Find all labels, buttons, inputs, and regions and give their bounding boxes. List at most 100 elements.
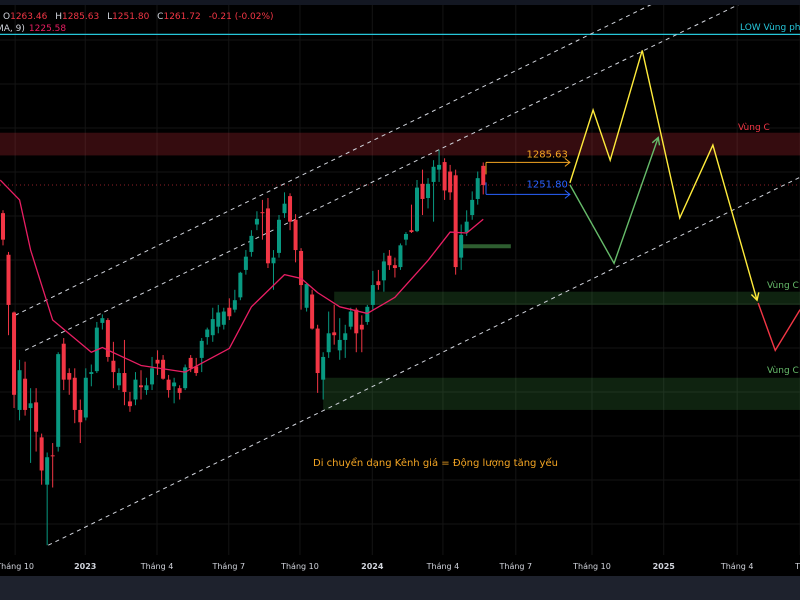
candle: [442, 158, 447, 200]
candle-body: [116, 373, 121, 386]
x-tick-label: Tháng 4: [426, 562, 460, 571]
candle-body: [448, 171, 453, 193]
candle: [426, 178, 431, 209]
candle: [398, 243, 403, 270]
x-tick-label: Tháng 7: [498, 562, 532, 571]
candle-body: [144, 385, 149, 391]
arrow-head-icon: [564, 190, 571, 199]
high-label: H: [55, 12, 62, 22]
candle: [431, 160, 436, 222]
x-tick-label: 2023: [74, 562, 96, 571]
candle: [254, 211, 259, 231]
candle-body: [464, 221, 469, 233]
support-zone-2-label: Vùng C: [767, 366, 799, 376]
candle: [475, 171, 480, 205]
support-zone-1-label: Vùng C: [767, 281, 799, 291]
candle-body: [34, 402, 39, 432]
candle-body: [304, 284, 309, 308]
candle: [464, 210, 469, 236]
candle: [470, 191, 475, 220]
x-tick-label: Tháng 4: [140, 562, 174, 571]
candle: [144, 377, 149, 395]
candle: [337, 318, 342, 360]
candle: [381, 252, 386, 292]
x-tick-label: Tháng 7: [211, 562, 245, 571]
ma-legend: MA, 9)1225.58: [0, 24, 66, 34]
candle: [210, 307, 215, 342]
candle-body: [232, 300, 237, 310]
candle: [232, 289, 237, 313]
candle-body: [127, 401, 132, 407]
level-arrow-label: 1285.63: [527, 149, 568, 160]
green-scenario-path: [569, 137, 659, 265]
candle-body: [210, 319, 215, 336]
candle: [23, 361, 28, 416]
close-label: C: [157, 12, 164, 22]
candle-body: [370, 285, 375, 305]
resistance-zone: [0, 132, 800, 156]
candle-body: [166, 379, 171, 391]
candle: [315, 324, 320, 393]
x-tick-label: Th: [794, 562, 800, 571]
x-tick-label: Tháng 10: [572, 562, 611, 571]
candle: [105, 318, 110, 362]
candle: [67, 368, 72, 395]
candle-body: [387, 255, 392, 266]
ohlc-legend: O1263.46 H1285.63 L1251.80 C1261.72 -0.2…: [3, 12, 279, 22]
candle: [17, 359, 22, 421]
candle: [50, 443, 55, 488]
candle: [376, 269, 381, 290]
candle: [205, 327, 210, 345]
arrow-head-icon: [651, 136, 661, 146]
candle: [83, 368, 88, 421]
red-scenario-path: [757, 302, 800, 352]
candle-body: [172, 382, 177, 387]
candle-body: [381, 261, 386, 281]
candle: [78, 399, 83, 444]
candle-body: [83, 377, 88, 418]
open-label: O: [3, 12, 11, 22]
candle: [89, 364, 94, 387]
candle-body: [365, 306, 370, 322]
low-zone-label: LOW Vùng ph: [740, 23, 800, 33]
candle: [293, 214, 298, 263]
candle: [437, 149, 442, 182]
candle: [265, 198, 270, 269]
high-value: 1285.63: [61, 12, 100, 22]
candle-body: [45, 457, 50, 485]
candle-body: [293, 219, 298, 251]
candle: [453, 169, 458, 275]
candle: [243, 250, 248, 275]
candle-body: [133, 379, 138, 400]
ma-label: MA, 9): [0, 24, 25, 34]
candle: [39, 433, 44, 485]
candle-body: [205, 329, 210, 338]
candle-body: [194, 366, 199, 374]
candle: [177, 385, 182, 400]
candle-body: [111, 360, 116, 373]
candle-body: [78, 409, 83, 423]
candle: [12, 311, 17, 409]
resistance-zone-label: Vùng C: [738, 123, 770, 133]
candle: [172, 377, 177, 404]
x-tick-label: 2024: [361, 562, 384, 571]
ma-line: [0, 179, 484, 373]
close-value: 1261.72: [163, 12, 201, 22]
candle: [116, 368, 121, 391]
candle-body: [50, 455, 55, 457]
x-tick-label: Tháng 10: [0, 562, 34, 571]
candle: [133, 372, 138, 406]
candle-body: [89, 372, 94, 374]
candle-body: [183, 367, 188, 389]
candle: [332, 304, 337, 345]
candle: [161, 355, 166, 380]
candle-body: [265, 208, 270, 264]
candle-body: [420, 183, 425, 199]
candle-body: [260, 212, 265, 214]
yellow-scenario-path: [569, 50, 758, 301]
candle: [448, 164, 453, 200]
candle: [199, 338, 204, 373]
candle-body: [139, 385, 143, 388]
candle: [304, 283, 309, 312]
